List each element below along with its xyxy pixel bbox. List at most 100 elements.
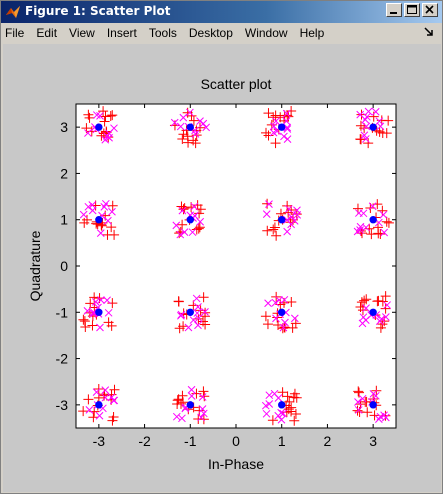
received-x-marker [356, 222, 365, 231]
received-plus-marker [194, 208, 205, 219]
received-plus-marker [289, 415, 300, 426]
received-plus-marker [363, 138, 374, 149]
received-x-marker [354, 406, 363, 414]
menu-edit[interactable]: Edit [36, 26, 58, 40]
received-plus-marker [286, 297, 297, 308]
received-plus-marker [182, 131, 193, 142]
received-plus-marker [109, 384, 120, 395]
close-button[interactable] [422, 3, 438, 17]
reference-point-marker [186, 401, 194, 409]
received-x-marker [284, 205, 293, 213]
received-plus-marker [290, 409, 301, 420]
received-plus-marker [174, 323, 185, 334]
constellation-cluster [81, 106, 118, 144]
y-tick-label: -3 [56, 397, 69, 413]
menu-view[interactable]: View [69, 26, 95, 40]
received-plus-marker [79, 316, 90, 327]
received-plus-marker [354, 387, 365, 398]
received-x-marker [101, 393, 110, 402]
received-x-marker [271, 298, 280, 307]
received-x-marker [283, 123, 292, 132]
menu-help[interactable]: Help [299, 26, 325, 40]
received-x-marker [272, 117, 280, 126]
x-tick-label: 1 [278, 433, 286, 449]
received-plus-marker [361, 396, 372, 407]
received-plus-marker [98, 106, 109, 117]
received-plus-marker [78, 314, 89, 325]
received-x-marker [265, 400, 274, 408]
received-x-marker [364, 107, 373, 116]
constellation-cluster [78, 383, 120, 426]
received-x-marker [96, 323, 104, 332]
received-plus-marker [270, 138, 281, 149]
received-plus-marker [286, 402, 297, 413]
received-plus-marker [262, 225, 273, 236]
menu-file[interactable]: File [5, 26, 25, 40]
title-bar[interactable]: Figure 1: Scatter Plot [1, 1, 442, 23]
received-plus-marker [356, 134, 367, 145]
constellation-cluster [261, 387, 302, 426]
received-x-marker [199, 119, 208, 128]
received-x-marker [279, 409, 288, 418]
received-plus-marker [100, 111, 111, 122]
constellation-cluster [172, 385, 210, 425]
received-plus-marker [177, 390, 188, 401]
menu-insert[interactable]: Insert [106, 26, 137, 40]
received-x-marker [201, 308, 209, 316]
received-x-marker [83, 307, 92, 315]
received-x-marker [199, 409, 208, 418]
received-x-marker [176, 122, 185, 131]
received-plus-marker [267, 415, 278, 426]
dock-arrow-icon[interactable] [424, 27, 434, 37]
received-x-marker [189, 316, 198, 324]
y-axis-label: Quadrature [27, 230, 43, 301]
received-x-marker [178, 206, 187, 215]
y-tick-label: -1 [56, 304, 69, 320]
received-x-marker [202, 123, 210, 132]
received-plus-marker [198, 414, 209, 425]
received-x-marker [358, 394, 367, 403]
received-x-marker [283, 215, 291, 224]
received-x-marker [290, 217, 299, 225]
received-plus-marker [88, 412, 99, 423]
maximize-button[interactable] [404, 3, 420, 17]
x-tick-label: 3 [369, 433, 377, 449]
received-x-marker [277, 408, 286, 417]
received-plus-marker [191, 224, 202, 235]
axes-box [75, 103, 397, 429]
data-marks [78, 106, 394, 426]
minimize-button[interactable] [386, 3, 402, 17]
received-plus-marker [79, 217, 90, 228]
received-plus-marker [199, 391, 210, 402]
received-plus-marker [277, 387, 288, 398]
received-plus-marker [373, 295, 384, 306]
received-x-marker [104, 308, 113, 317]
reference-point-marker [369, 401, 377, 409]
maximize-icon [407, 5, 417, 14]
reference-point-marker [278, 401, 286, 409]
y-tick-label: 0 [60, 258, 68, 274]
menu-window[interactable]: Window [244, 26, 288, 40]
received-x-marker [103, 296, 111, 305]
x-tick-label: -3 [93, 433, 106, 449]
received-plus-marker [84, 112, 95, 123]
received-x-marker [100, 203, 109, 211]
x-axis-label: In-Phase [208, 456, 264, 472]
received-x-marker [283, 227, 291, 236]
menu-desktop[interactable]: Desktop [188, 26, 233, 40]
received-x-marker [381, 313, 390, 321]
received-x-marker [274, 394, 283, 402]
received-plus-marker [87, 320, 98, 331]
received-plus-marker [373, 228, 384, 239]
menu-tools[interactable]: Tools [148, 26, 177, 40]
received-x-marker [88, 206, 97, 215]
reference-point-marker [95, 308, 103, 316]
received-x-marker [193, 309, 202, 317]
reference-point-marker [95, 401, 103, 409]
received-x-marker [361, 316, 370, 325]
received-x-marker [184, 323, 193, 332]
received-x-marker [380, 228, 389, 237]
received-x-marker [369, 389, 378, 398]
received-x-marker [371, 107, 380, 116]
